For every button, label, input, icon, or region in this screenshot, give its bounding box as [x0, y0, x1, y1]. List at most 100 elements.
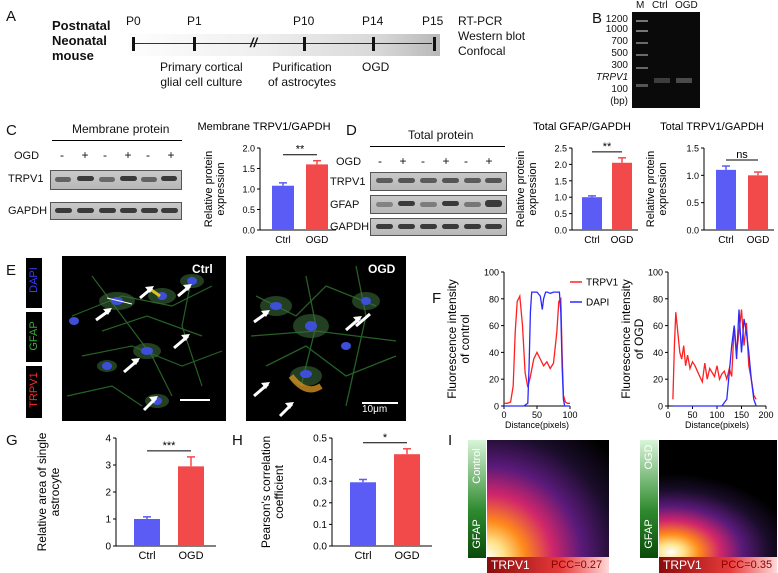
chart-pearson-correlation: Pearson's correlation coefficient 0.0 0.1 0.… [259, 432, 432, 562]
y-tick-label: 20 [489, 375, 499, 385]
bar-ogd [394, 454, 420, 546]
x-tick-label: 50 [687, 410, 697, 420]
bar-ogd [748, 175, 768, 230]
y-tick-label: 0.5 [686, 198, 699, 208]
d-row-trpv1: TRPV1 [330, 176, 366, 188]
y-tick-label: 3 [105, 461, 111, 472]
bar-ctrl [350, 482, 376, 546]
bar-ctrl [582, 197, 602, 230]
series-line-dapi [672, 309, 757, 407]
series-line-trpv1 [504, 293, 570, 404]
y-axis-label: astrocyte [48, 467, 62, 516]
panel-label-a: A [6, 8, 17, 25]
tick-p0 [132, 37, 135, 51]
y-tick-label: 40 [489, 348, 499, 358]
panel-label-f: F [432, 290, 442, 307]
ogd-micrograph [246, 256, 406, 421]
bar-ogd [178, 466, 204, 546]
series-line-dapi [504, 291, 570, 407]
coloc-right-pcc: PCC=0.35 [721, 559, 773, 571]
coloc-right-cond: OGD [643, 444, 655, 470]
y-tick-label: 1.5 [554, 176, 567, 186]
c-sign-1: + [81, 148, 89, 162]
x-tick-label: Ctrl [718, 235, 734, 246]
y-tick-label: 0 [494, 402, 499, 412]
y-axis-label: Fluorescence intensity [620, 279, 633, 398]
panel-label-d: D [346, 122, 357, 139]
y-axis-label: of control [458, 314, 472, 363]
x-tick-label: 100 [562, 410, 577, 420]
y-tick-label: 1.5 [686, 144, 699, 154]
d-sign-3: + [442, 154, 450, 168]
y-tick-label: 2.0 [554, 160, 567, 170]
y-axis-label: Relative protein [515, 151, 527, 227]
y-tick-label: 0.4 [313, 455, 327, 466]
coloc-right-y: GFAP [643, 519, 655, 549]
d-sign-5: + [485, 154, 493, 168]
y-tick-label: 0.5 [554, 209, 567, 219]
ladder-500: 500 [611, 48, 628, 59]
stain-gfap: GFAP [28, 321, 40, 351]
x-tick-label: OGD [178, 550, 203, 562]
coloc-left-cond: Control [471, 448, 483, 484]
x-tick-label: 50 [532, 410, 542, 420]
chart-title: Membrane TRPV1/GAPDH [197, 121, 330, 133]
x-tick-label: 150 [734, 410, 749, 420]
d-blot-gapdh [370, 218, 507, 236]
y-tick-label: 0.5 [313, 434, 327, 445]
y-axis-label: coefficient [272, 464, 286, 518]
coloc-left-scatter [487, 440, 609, 558]
x-axis-label: Distance(pixels) [505, 420, 569, 430]
bar-ctrl [716, 169, 736, 230]
panel-label-i: I [448, 432, 453, 449]
lane-ctrl: Ctrl [652, 0, 668, 11]
y-axis-label: Pearson's correlation [259, 436, 273, 548]
d-sign-2: - [421, 154, 425, 168]
x-tick-label: Ctrl [354, 550, 371, 562]
panel-label-b: B [592, 10, 603, 27]
x-tick-label: OGD [394, 550, 419, 562]
significance-marker: * [383, 432, 388, 444]
chart-fluorescence-ogd: Fluorescence intensity of OGD 0 20 40 60 80 100… [620, 268, 774, 431]
c-row-gapdh: GAPDH [8, 205, 48, 217]
c-ogd-row: OGD [14, 150, 40, 162]
y-tick-label: 1 [105, 515, 111, 526]
y-tick-label: 4 [105, 434, 111, 445]
stain-legend-dapi: DAPI [26, 258, 42, 308]
coloc-left-x: TRPV1 [491, 558, 530, 572]
y-tick-label: 0.0 [242, 226, 255, 236]
c-blot-title: Membrane protein [72, 122, 170, 136]
y-axis-label: Relative protein [645, 151, 657, 227]
bar-ctrl [134, 519, 160, 546]
stain-legend-trpv1: TRPV1 [26, 366, 42, 418]
source-label: Postnatal Neonatal mouse [52, 18, 111, 63]
y-tick-label: 2.0 [242, 144, 255, 154]
y-tick-label: 80 [489, 294, 499, 304]
d-ogd-row: OGD [336, 156, 362, 168]
panel-label-h: H [232, 432, 243, 449]
gel-image [632, 12, 700, 108]
x-tick-label: Ctrl [584, 235, 600, 246]
y-tick-label: 1.0 [554, 193, 567, 203]
lane-m: M [636, 0, 645, 11]
tick-p14 [372, 37, 375, 51]
y-axis-label: expression [215, 162, 227, 215]
tick-p1 [193, 37, 196, 51]
d-row-gapdh: GAPDH [330, 221, 370, 233]
stain-trpv1: TRPV1 [28, 372, 40, 408]
ctrl-image-label: Ctrl [192, 262, 213, 276]
chart-total-trpv1: Total TRPV1/GAPDH Relative protein express… [645, 121, 774, 246]
coloc-left-pcc: PCC=0.27 [551, 559, 603, 571]
x-tick-label: OGD [306, 235, 329, 246]
timeline-bar [130, 34, 440, 56]
ladder-1200: 1200 [605, 14, 628, 25]
series-line-trpv1 [672, 309, 757, 400]
coloc-right-xlabel: TRPV1 PCC=0.35 [659, 557, 777, 573]
tick-p15 [433, 37, 436, 51]
c-sign-0: - [60, 148, 64, 162]
timepoint-p10: P10 [293, 14, 315, 28]
y-tick-label: 1.0 [242, 185, 255, 195]
coloc-right-ylabel: OGD GFAP [640, 440, 658, 558]
panel-label-g: G [6, 432, 18, 449]
scale-bar-label: 10μm [362, 404, 388, 415]
